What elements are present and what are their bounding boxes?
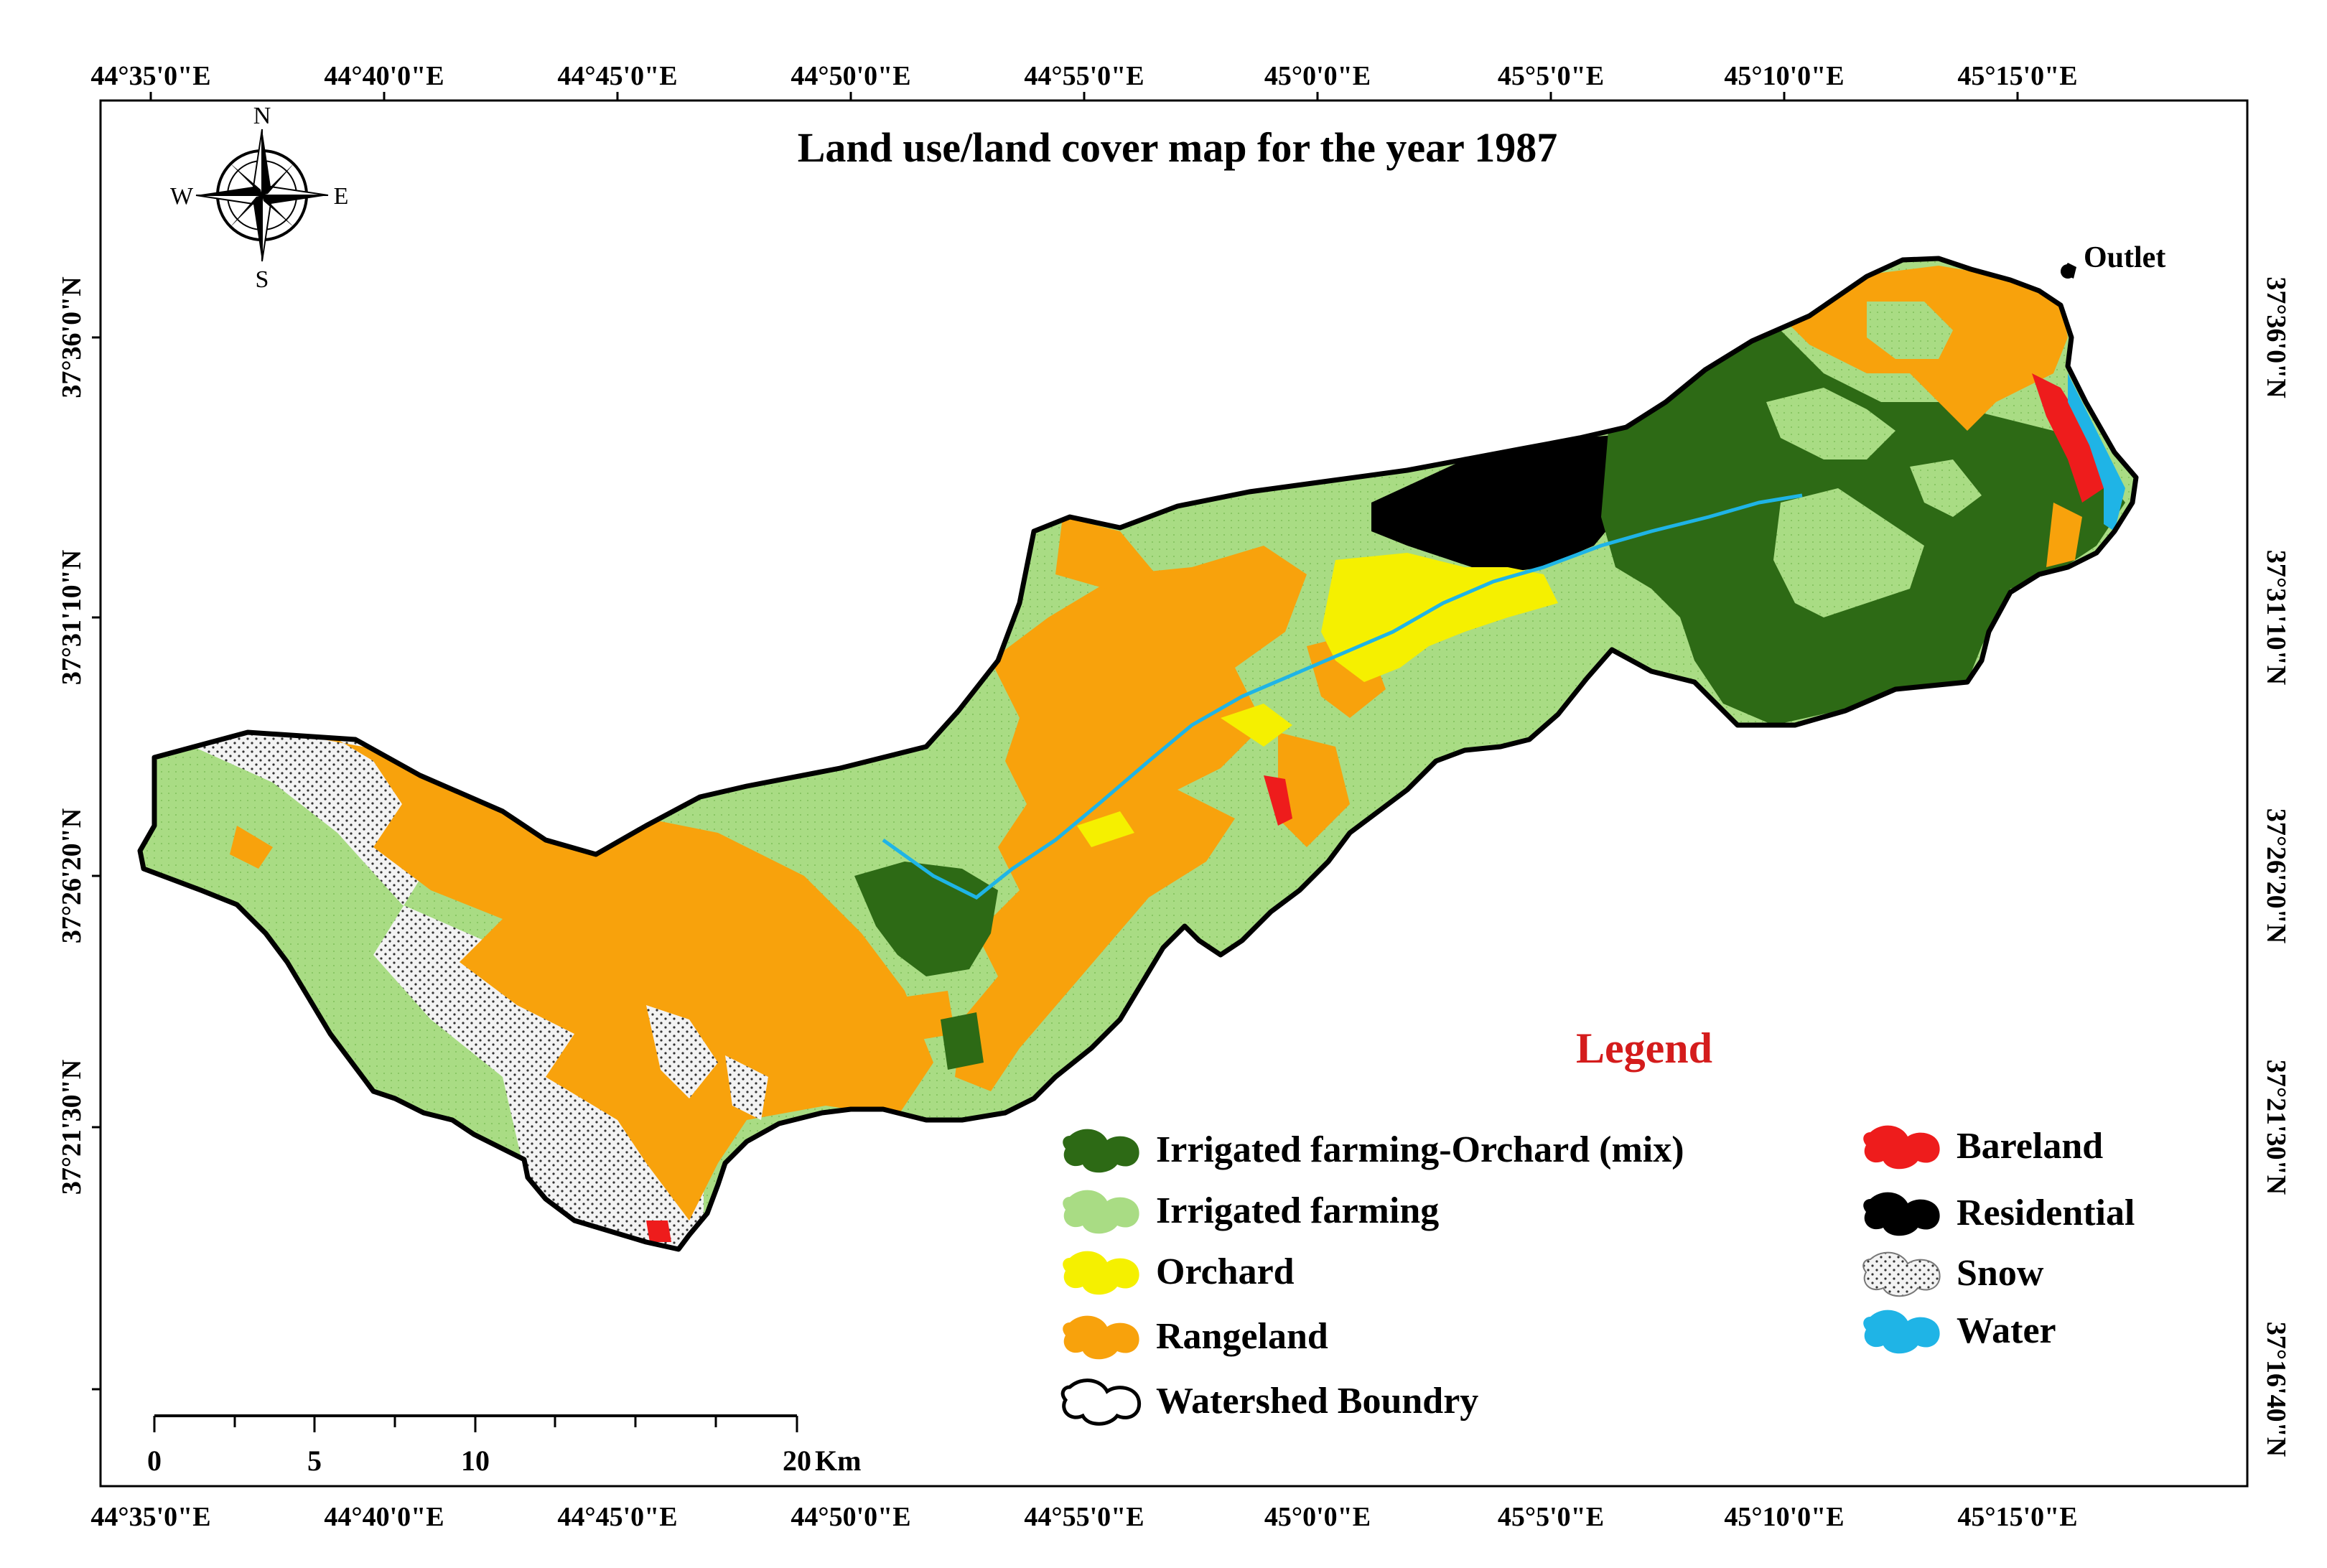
blob-swatch-icon <box>1863 1125 1940 1170</box>
compass-e-label: E <box>334 183 349 210</box>
top-longitude-axis: 44°35'0"E 44°40'0"E 44°45'0"E 44°50'0"E … <box>90 61 2077 91</box>
lon-label-top: 45°10'0"E <box>1724 61 1844 91</box>
watershed-boundary <box>137 256 2139 1252</box>
map-title: Land use/land cover map for the year 198… <box>798 124 1558 171</box>
left-latitude-axis: 37°36'0"N 37°31'10"N 37°26'20"N 37°21'30… <box>57 276 87 1195</box>
legend-label: Bareland <box>1957 1126 2103 1167</box>
lon-label-top: 45°5'0"E <box>1498 61 1604 91</box>
legend-label: Rangeland <box>1156 1316 1328 1357</box>
scale-bar: 0 5 10 20 Km <box>147 1414 861 1477</box>
lat-label-right: 37°31'10"N <box>2261 550 2291 685</box>
lon-label-top: 44°40'0"E <box>324 61 444 91</box>
legend-label: Orchard <box>1156 1251 1295 1292</box>
outlet-label: Outlet <box>2084 241 2165 274</box>
lon-label-bottom: 45°15'0"E <box>1957 1502 2077 1532</box>
lon-label-bottom: 44°35'0"E <box>90 1502 210 1532</box>
lon-label-bottom: 44°50'0"E <box>791 1502 910 1532</box>
blob-swatch-icon <box>1063 1315 1139 1360</box>
lon-label-top: 44°55'0"E <box>1024 61 1144 91</box>
bottom-longitude-axis: 44°35'0"E 44°40'0"E 44°45'0"E 44°50'0"E … <box>90 1502 2077 1532</box>
lon-label-bottom: 45°5'0"E <box>1498 1502 1604 1532</box>
blob-swatch-icon <box>1063 1129 1139 1173</box>
north-arrow-compass-rose-icon: N S E W <box>170 103 348 293</box>
lon-label-bottom: 44°40'0"E <box>324 1502 444 1532</box>
lon-label-top: 44°35'0"E <box>90 61 210 91</box>
outline-swatch-icon <box>1060 1378 1142 1426</box>
river-line <box>882 493 1803 900</box>
lat-label-left: 37°21'30"N <box>57 1060 87 1195</box>
legend-item: Residential <box>1863 1192 2135 1236</box>
legend-label: Irrigated farming <box>1156 1190 1439 1231</box>
lat-label-right: 37°16'40"N <box>2261 1322 2291 1457</box>
water-strip-east <box>2068 373 2125 531</box>
right-latitude-axis: 37°36'0"N 37°31'10"N 37°26'20"N 37°21'30… <box>2261 276 2291 1457</box>
legend-label: Irrigated farming-Orchard (mix) <box>1156 1129 1684 1170</box>
legend-label: Watershed Boundry <box>1156 1381 1478 1422</box>
compass-s-label: S <box>256 266 269 293</box>
snow-area <box>140 718 704 1249</box>
scale-unit: Km <box>815 1445 861 1477</box>
lon-label-bottom: 45°10'0"E <box>1724 1502 1844 1532</box>
outlet-marker: Outlet <box>2061 241 2165 279</box>
blob-swatch-icon <box>1063 1190 1139 1234</box>
compass-w-label: W <box>170 183 194 210</box>
orchard-area <box>1321 553 1558 682</box>
rangeland-central <box>955 546 1307 1091</box>
frame-ticks <box>92 92 2019 1391</box>
legend-item: Water <box>1863 1310 2056 1354</box>
lat-label-right: 37°36'0"N <box>2261 276 2291 398</box>
legend-item: Rangeland <box>1063 1315 1328 1360</box>
lon-label-bottom: 45°0'0"E <box>1264 1502 1371 1532</box>
legend-label: Water <box>1957 1310 2056 1351</box>
lat-label-left: 37°26'20"N <box>57 808 87 943</box>
bareland-east <box>2032 373 2104 503</box>
lon-label-top: 44°50'0"E <box>791 61 910 91</box>
lon-label-top: 45°15'0"E <box>1957 61 2077 91</box>
lon-label-bottom: 44°45'0"E <box>557 1502 677 1532</box>
scale-label: 5 <box>307 1445 322 1477</box>
lat-label-right: 37°21'30"N <box>2261 1060 2291 1195</box>
lon-label-top: 45°0'0"E <box>1264 61 1371 91</box>
lon-label-bottom: 44°55'0"E <box>1024 1502 1144 1532</box>
legend-item: Watershed Boundry <box>1060 1378 1478 1426</box>
legend-label: Residential <box>1957 1193 2135 1233</box>
legend-item: Irrigated farming <box>1063 1190 1439 1234</box>
lat-label-left: 37°31'10"N <box>57 550 87 685</box>
lon-label-top: 44°45'0"E <box>557 61 677 91</box>
legend: Legend Irrigated farming-Orchard (mix) I… <box>1060 1025 2135 1426</box>
lat-label-right: 37°26'20"N <box>2261 808 2291 943</box>
scale-label: 20 <box>783 1445 811 1477</box>
scale-label: 0 <box>147 1445 162 1477</box>
legend-item: Snow <box>1862 1251 2044 1297</box>
lat-label-left: 37°36'0"N <box>57 276 87 398</box>
scale-label: 10 <box>461 1445 490 1477</box>
legend-item: Orchard <box>1063 1251 1295 1295</box>
blob-swatch-icon <box>1063 1251 1139 1295</box>
legend-title: Legend <box>1576 1025 1712 1072</box>
residential-area <box>1371 434 1630 574</box>
blob-swatch-icon <box>1863 1310 1940 1354</box>
legend-item: Bareland <box>1863 1125 2103 1170</box>
legend-label: Snow <box>1957 1253 2044 1294</box>
dotted-swatch-icon <box>1862 1251 1941 1297</box>
blob-swatch-icon <box>1863 1192 1940 1236</box>
legend-item: Irrigated farming-Orchard (mix) <box>1063 1129 1684 1173</box>
compass-n-label: N <box>253 103 271 129</box>
